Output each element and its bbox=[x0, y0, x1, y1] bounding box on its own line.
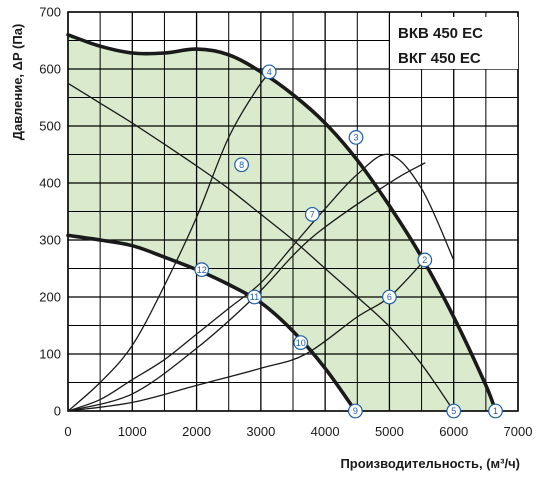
model-label-2: ВКГ 450 EC bbox=[398, 50, 481, 67]
x-tick-label: 2000 bbox=[182, 424, 211, 439]
x-tick-label: 4000 bbox=[311, 424, 340, 439]
marker-label: 7 bbox=[310, 210, 315, 220]
marker-circle bbox=[382, 289, 397, 305]
max-speed-curve-0 bbox=[66, 33, 498, 413]
marker-3: 3 bbox=[348, 129, 364, 145]
y-axis-label: Давление, ΔP (Па) bbox=[10, 24, 25, 141]
plot-frame bbox=[67, 11, 519, 412]
y-tick-label: 700 bbox=[39, 5, 61, 20]
marker-9: 9 bbox=[347, 403, 363, 419]
marker-11: 11 bbox=[247, 289, 262, 305]
marker-7: 7 bbox=[304, 206, 320, 222]
marker-12: 12 bbox=[194, 262, 210, 278]
x-tick-label: 0 bbox=[64, 424, 71, 439]
min-speed-curve-1 bbox=[66, 233, 358, 413]
x-tick-label: 7000 bbox=[504, 424, 533, 439]
y-tick-label: 300 bbox=[39, 233, 61, 248]
model-label-box: ВКВ 450 EC ВКГ 450 EC bbox=[390, 17, 518, 69]
y-tick-label: 500 bbox=[39, 119, 61, 134]
y-tick-label: 400 bbox=[39, 176, 61, 191]
marker-circle bbox=[247, 289, 262, 305]
system-curve-6 bbox=[67, 82, 455, 412]
marker-circle bbox=[417, 252, 433, 268]
marker-circle bbox=[234, 157, 249, 173]
model-label-background bbox=[390, 17, 518, 69]
marker-label: 10 bbox=[296, 338, 306, 348]
marker-circle bbox=[348, 129, 364, 145]
working-region bbox=[68, 34, 496, 412]
marker-label: 3 bbox=[353, 133, 358, 143]
marker-label: 9 bbox=[353, 406, 358, 416]
marker-8: 8 bbox=[234, 157, 249, 173]
tick-layer: 0 1000 2000 3000 4000 5000 6000 7000 0 100 200 300 4… bbox=[39, 5, 532, 440]
y-tick-label: 100 bbox=[39, 347, 61, 362]
marker-4: 4 bbox=[261, 64, 277, 80]
system-curve-3 bbox=[67, 153, 455, 412]
y-tick-label: 200 bbox=[39, 290, 61, 305]
working-region-layer bbox=[68, 34, 496, 412]
x-tick-label: 5000 bbox=[375, 424, 404, 439]
marker-label: 12 bbox=[197, 265, 207, 275]
marker-2: 2 bbox=[417, 252, 433, 268]
marker-label: 11 bbox=[250, 292, 259, 302]
y-tick-label: 0 bbox=[54, 404, 61, 419]
marker-circle bbox=[293, 335, 309, 351]
marker-circle bbox=[488, 403, 503, 419]
marker-5: 5 bbox=[446, 403, 462, 419]
marker-label: 1 bbox=[493, 406, 498, 416]
marker-label: 8 bbox=[239, 160, 244, 170]
marker-circle bbox=[347, 403, 363, 419]
marker-1: 1 bbox=[488, 403, 503, 419]
x-tick-label: 3000 bbox=[246, 424, 275, 439]
marker-label: 2 bbox=[422, 255, 427, 265]
x-axis-label: Производительность, (м³/ч) bbox=[340, 456, 520, 471]
marker-circle bbox=[194, 262, 210, 278]
marker-circle bbox=[304, 206, 320, 222]
marker-label: 4 bbox=[267, 67, 272, 77]
system-curve-2 bbox=[67, 71, 275, 412]
marker-circle bbox=[261, 64, 277, 80]
x-tick-label: 6000 bbox=[439, 424, 468, 439]
marker-10: 10 bbox=[293, 335, 309, 351]
model-label-1: ВКВ 450 EC bbox=[398, 25, 483, 42]
y-tick-label: 600 bbox=[39, 62, 61, 77]
marker-6: 6 bbox=[382, 289, 397, 305]
x-tick-label: 1000 bbox=[118, 424, 147, 439]
marker-label: 5 bbox=[451, 406, 456, 416]
marker-label: 6 bbox=[387, 292, 392, 302]
marker-circle bbox=[446, 403, 462, 419]
